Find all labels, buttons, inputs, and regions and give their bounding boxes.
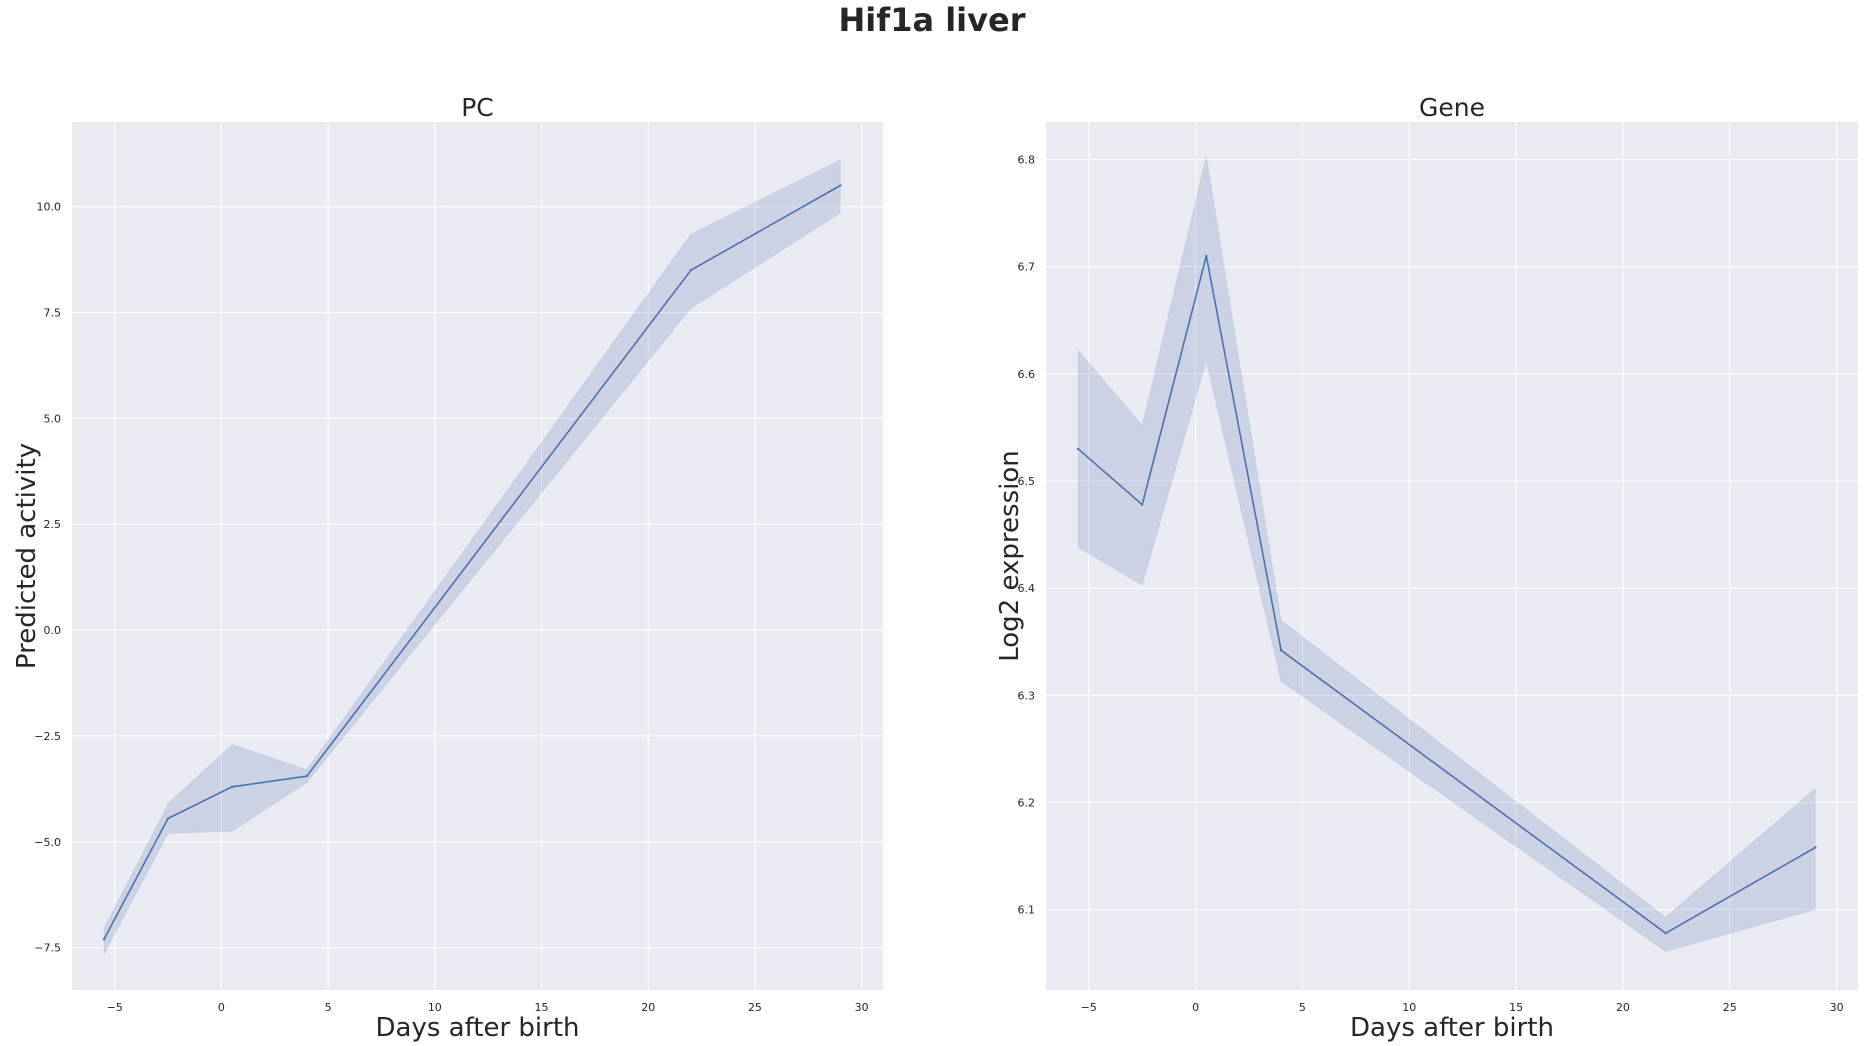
panel-2-data-point <box>1664 932 1667 935</box>
panel-1-y-tick-label: −7.5 <box>34 942 61 955</box>
panel-2-data-point <box>1140 503 1144 506</box>
panel-2-data-point <box>1205 254 1208 258</box>
panel-2-y-tick-label: 6.4 <box>1018 582 1036 595</box>
panel-2-title: Gene <box>1419 93 1485 122</box>
panel-1-x-tick-label: 0 <box>218 1001 225 1014</box>
panel-2-x-tick-label: 15 <box>1509 1001 1523 1014</box>
panel-2-y-tick-label: 6.6 <box>1018 368 1036 381</box>
panel-1-data-point <box>230 785 234 788</box>
panel-1-x-tick-label: 5 <box>325 1001 332 1014</box>
panel-1-y-tick-label: 2.5 <box>44 518 62 531</box>
panel-1-y-tick-label: −5.0 <box>34 836 61 849</box>
panel-1-data-point <box>166 817 170 820</box>
panel-1-y-tick-label: 5.0 <box>44 412 62 425</box>
panel-2-x-tick-label: 30 <box>1830 1001 1844 1014</box>
panel-2-x-tick-label: 10 <box>1402 1001 1416 1014</box>
panel-1-series-line <box>103 184 841 940</box>
panel-1-x-tick-label: 30 <box>855 1001 869 1014</box>
panel-2-y-tick-label: 6.8 <box>1018 154 1036 167</box>
panel-1-x-tick-label: −5 <box>107 1001 123 1014</box>
panel-1-data-point <box>102 937 106 941</box>
panel-1-y-tick-label: 7.5 <box>44 307 62 320</box>
panel-2-y-tick-label: 6.2 <box>1018 796 1036 809</box>
panel-2-data-point <box>1814 846 1817 849</box>
panel-1-title: PC <box>461 93 494 122</box>
panel-2-data-point <box>1279 649 1283 652</box>
panel-2-y-tick-label: 6.5 <box>1018 475 1036 488</box>
figure-title: Hif1a liver <box>838 1 1026 39</box>
panel-2: −5 0 5 10 15 20 25 30 6.1 6.2 6.3 6.4 6.5 6.6 6.7 6.8 Ge… <box>995 93 1858 1043</box>
panel-1: −5 0 5 10 15 20 25 30 −7.5 −5.0 −2.5 0.0 2.5 5.0 7.5 10… <box>12 93 883 1043</box>
panel-1-confidence-band <box>103 159 841 955</box>
panel-1-x-tick-label: 25 <box>748 1001 762 1014</box>
panel-2-x-axis-label: Days after birth <box>1350 1013 1554 1043</box>
panel-1-x-tick-label: 20 <box>641 1001 655 1014</box>
panel-2-y-axis-label: Log2 expression <box>995 450 1025 662</box>
panel-2-data-point <box>1076 447 1080 451</box>
panel-2-x-tick-label: 5 <box>1299 1001 1306 1014</box>
panel-1-y-tick-label: 0.0 <box>44 624 62 637</box>
panel-2-confidence-band <box>1077 156 1816 952</box>
panel-1-x-tick-label: 15 <box>535 1001 549 1014</box>
panel-1-y-axis-label: Predicted activity <box>12 443 42 669</box>
panel-1-axes-background <box>72 122 883 990</box>
panel-2-y-tick-label: 6.7 <box>1018 261 1036 274</box>
panel-1-data-point <box>839 184 842 187</box>
panel-2-series-line <box>1077 255 1816 935</box>
panel-1-y-tick-label: 10.0 <box>37 201 62 214</box>
panel-1-y-tick-label: −2.5 <box>34 730 61 743</box>
panel-2-x-tick-label: 25 <box>1723 1001 1737 1014</box>
panel-2-x-tick-label: 20 <box>1616 1001 1630 1014</box>
panel-1-x-tick-label: 10 <box>428 1001 442 1014</box>
panel-2-y-tick-label: 6.1 <box>1018 904 1036 917</box>
panel-1-data-point <box>689 268 693 272</box>
panel-1-x-axis-label: Days after birth <box>375 1013 579 1043</box>
panel-2-x-tick-label: −5 <box>1081 1001 1097 1014</box>
panel-2-x-tick-label: 0 <box>1192 1001 1199 1014</box>
panel-1-data-point <box>305 774 308 778</box>
panel-2-y-tick-label: 6.3 <box>1018 689 1036 702</box>
